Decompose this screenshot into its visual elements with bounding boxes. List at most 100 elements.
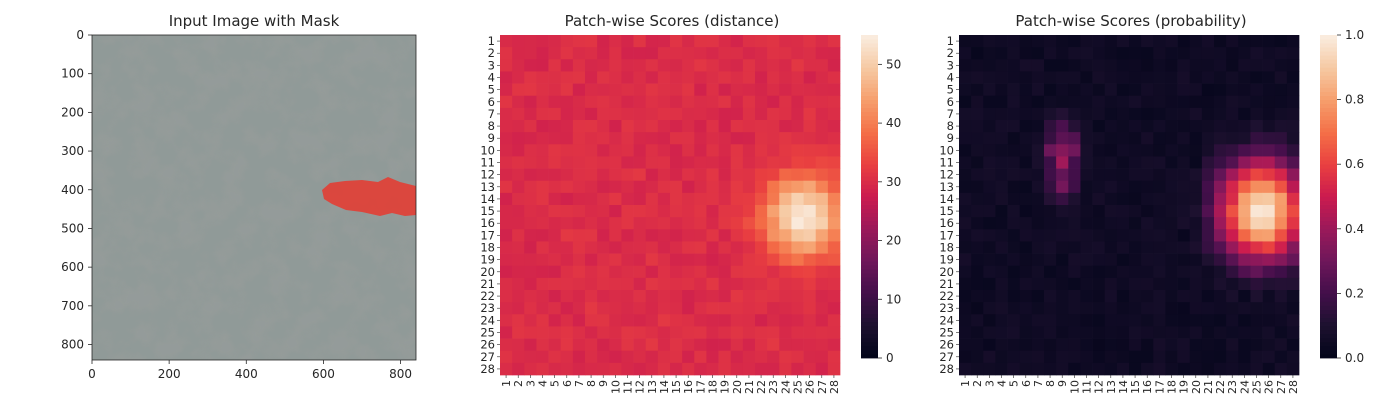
heatmap-cell [1286, 95, 1300, 109]
heatmap-cell [1238, 217, 1251, 230]
heatmap-cell [779, 241, 792, 254]
heatmap-cell [536, 47, 549, 60]
heatmap-cell [706, 217, 719, 230]
heatmap-cell [1189, 132, 1203, 145]
heatmap-cell [995, 95, 1008, 109]
heatmap-cell [1019, 144, 1033, 157]
heatmap-cell [730, 59, 744, 72]
heatmap-cell [983, 107, 996, 121]
heatmap-cell [971, 205, 984, 218]
heatmap-cell [1116, 120, 1130, 133]
heatmap-cell [742, 120, 756, 133]
heatmap-cell [1165, 120, 1178, 133]
heatmap-cell [1019, 192, 1033, 206]
heatmap-cell [1286, 35, 1300, 48]
heatmap-cell [1250, 47, 1263, 60]
heatmap-cell [585, 338, 598, 352]
heatmap-cell [621, 217, 634, 230]
heatmap-cell [1238, 35, 1251, 48]
heatmap-cell [621, 314, 634, 327]
heatmap-cell [597, 95, 610, 109]
heatmap-cell [1044, 107, 1057, 121]
colorbar-segment [1320, 196, 1337, 201]
heatmap-cell [682, 132, 695, 145]
heatmap-cell [1068, 132, 1081, 145]
heatmap-cell [1104, 217, 1118, 230]
colorbar-segment [861, 99, 878, 105]
heatmap-cell [1153, 83, 1166, 97]
heatmap-cell [1262, 290, 1276, 303]
heatmap-cell [1007, 47, 1021, 60]
heatmap-cell [572, 83, 586, 97]
heatmap-cell [1116, 314, 1130, 327]
colorbar-tick-label: 0.6 [1345, 157, 1364, 171]
heatmap-cell [1056, 47, 1069, 60]
heatmap-cell [1104, 180, 1118, 194]
heatmap-cell [1153, 241, 1166, 254]
heatmap-cell [1262, 180, 1276, 194]
heatmap-cell [1177, 156, 1191, 169]
heatmap-cell [1201, 205, 1215, 218]
heatmap-cell [1031, 59, 1045, 72]
heatmap-cell [827, 290, 841, 303]
colorbar-segment [1320, 51, 1337, 56]
heatmap-cell [1141, 302, 1154, 315]
heatmap-cell [694, 35, 707, 48]
heatmap-cell [1177, 95, 1191, 109]
heatmap-cell [524, 71, 537, 84]
heatmap-cell [1226, 107, 1239, 121]
heatmap-cell [609, 83, 622, 97]
heatmap-cell [1080, 350, 1093, 364]
heatmap-cell [779, 326, 792, 339]
heatmap-cell [815, 168, 829, 182]
heatmap-cell [682, 350, 695, 364]
heatmap-cell [682, 253, 695, 267]
heatmap-cell [1262, 192, 1276, 206]
heatmap-cell [645, 241, 659, 254]
heatmap-cell [1129, 302, 1142, 315]
heatmap-cell [983, 59, 996, 72]
heatmap-cell [1080, 290, 1093, 303]
heatmap-cell [1019, 338, 1033, 352]
heatmap-cell [1189, 156, 1203, 169]
heatmap-cell [585, 156, 598, 169]
heatmap-cell [1068, 229, 1081, 242]
heatmap-cell [995, 120, 1008, 133]
colorbar-segment [861, 273, 878, 278]
col-tick-label: 7 [573, 380, 586, 387]
colorbar-segment [1320, 55, 1337, 60]
col-tick-label: 15 [670, 380, 683, 394]
heatmap-cell [730, 156, 744, 169]
heatmap-cell [995, 132, 1008, 145]
heatmap-cell [536, 192, 549, 206]
heatmap-cell [512, 217, 525, 230]
heatmap-cell [585, 83, 598, 97]
heatmap-cell [597, 362, 610, 376]
colorbar-segment [1320, 79, 1337, 84]
col-tick-label: 23 [767, 380, 780, 394]
heatmap-cell [983, 290, 996, 303]
heatmap-cell [512, 120, 525, 133]
heatmap-cell [512, 168, 525, 182]
heatmap-cell [1214, 156, 1227, 169]
heatmap-cell [512, 229, 525, 242]
heatmap-cell [1250, 265, 1263, 279]
colorbar-segment [1320, 75, 1337, 80]
heatmap-cell [1238, 83, 1251, 97]
row-tick-label: 14 [939, 192, 954, 206]
heatmap-cell [1068, 338, 1081, 352]
colorbar-segment [1320, 83, 1337, 88]
heatmap-cell [755, 95, 768, 109]
heatmap-cell [1214, 265, 1227, 279]
heatmap-cell [1129, 120, 1142, 133]
heatmap-cell [1238, 229, 1251, 242]
heatmap-cell [1274, 217, 1288, 230]
heatmap-cell [585, 120, 598, 133]
heatmap-cell [742, 144, 756, 157]
heatmap-cell [1104, 35, 1118, 48]
heatmap-cell [694, 217, 707, 230]
heatmap-cell [1092, 229, 1106, 242]
heatmap-cell [1056, 144, 1069, 157]
heatmap-cell [1177, 83, 1191, 97]
heatmap-cell [1116, 35, 1130, 48]
